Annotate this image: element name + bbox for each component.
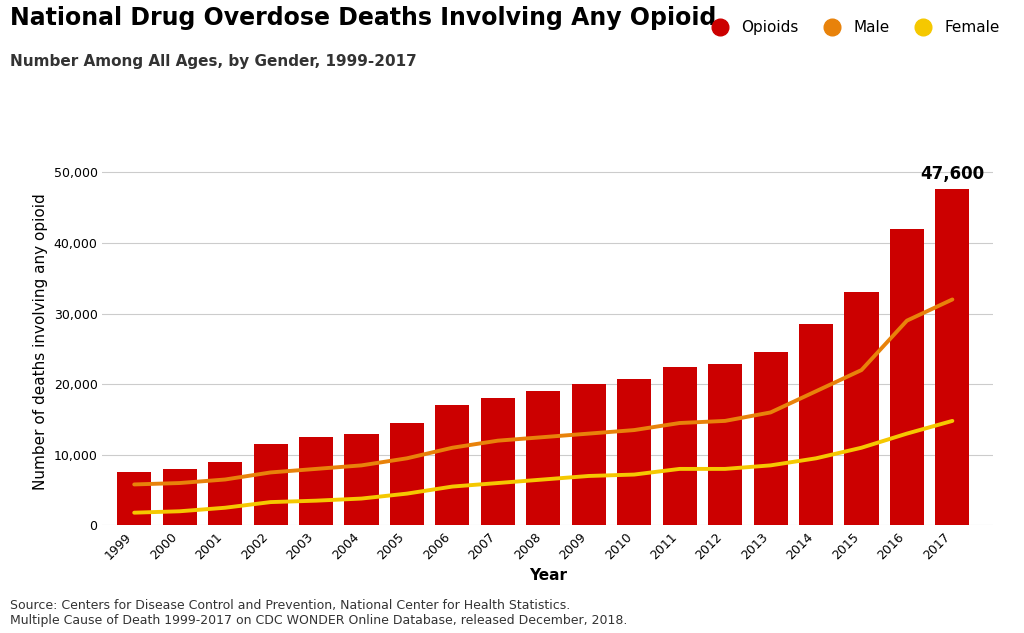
- Bar: [845, 292, 879, 525]
- Text: 47,600: 47,600: [921, 165, 984, 183]
- Bar: [708, 365, 742, 525]
- Y-axis label: Number of deaths involving any opioid: Number of deaths involving any opioid: [33, 194, 48, 490]
- Bar: [163, 469, 197, 525]
- Bar: [526, 391, 560, 525]
- Bar: [890, 229, 924, 525]
- Bar: [799, 324, 834, 525]
- Bar: [390, 423, 424, 525]
- Bar: [754, 353, 787, 525]
- Text: National Drug Overdose Deaths Involving Any Opioid: National Drug Overdose Deaths Involving …: [10, 6, 717, 30]
- Bar: [344, 434, 379, 525]
- Bar: [571, 384, 606, 525]
- Legend: Opioids, Male, Female: Opioids, Male, Female: [698, 14, 1007, 41]
- Bar: [208, 462, 242, 525]
- Bar: [299, 437, 333, 525]
- Bar: [435, 405, 469, 525]
- Bar: [481, 398, 515, 525]
- Text: Source: Centers for Disease Control and Prevention, National Center for Health S: Source: Centers for Disease Control and …: [10, 599, 628, 627]
- Bar: [663, 367, 696, 525]
- Bar: [254, 444, 288, 525]
- Text: Number Among All Ages, by Gender, 1999-2017: Number Among All Ages, by Gender, 1999-2…: [10, 54, 417, 69]
- Bar: [117, 472, 152, 525]
- Bar: [617, 379, 651, 525]
- Bar: [935, 189, 970, 525]
- X-axis label: Year: Year: [528, 568, 567, 582]
